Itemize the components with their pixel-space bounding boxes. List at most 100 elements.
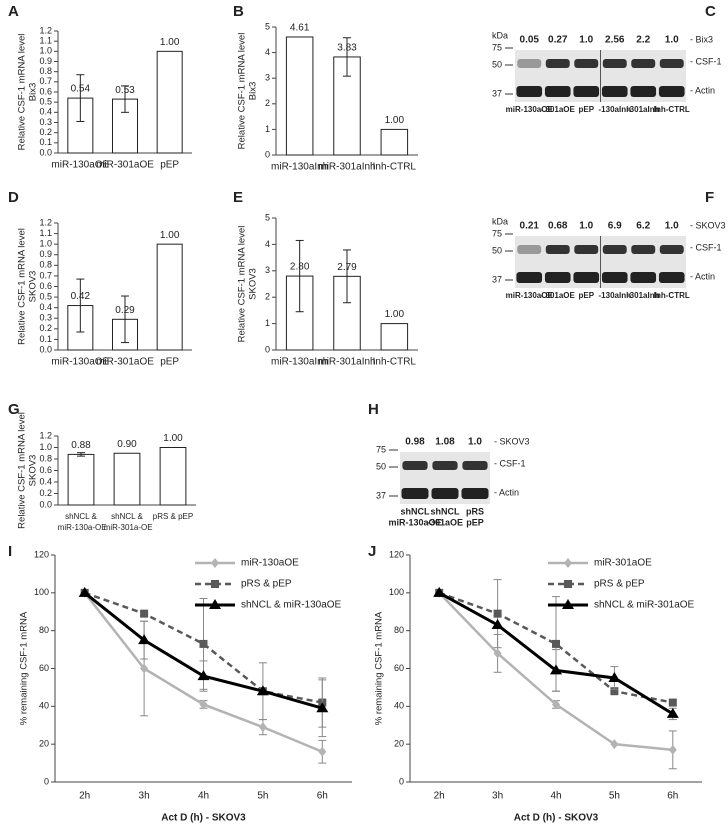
data-point (666, 707, 679, 718)
quant-label: 6.9 (608, 221, 622, 232)
y-tick-label: 40 (394, 701, 404, 711)
y-tick-label: 20 (39, 739, 49, 749)
x-tick-label: miR-130aInh (271, 162, 328, 173)
x-tick-label: miR-301aInh (318, 357, 375, 368)
data-point (668, 698, 677, 707)
y-tick-label: 60 (39, 663, 49, 673)
lane-label: shNCL (401, 506, 431, 516)
marker-label: 50 (492, 59, 502, 69)
y-tick-label: 0.3 (39, 313, 52, 323)
lane-label: pEP (466, 517, 484, 527)
lane-label: miR-130aOE (388, 517, 441, 527)
quant-label: 0.27 (548, 35, 568, 46)
data-point (491, 618, 504, 629)
blot-band (517, 59, 542, 68)
panel-label: E (233, 189, 243, 206)
x-tick-label: miR-130aOE (51, 357, 109, 368)
x-tick-label: shNCL & miR-301a-OE (101, 512, 152, 532)
blot-band (573, 86, 600, 97)
panel-label: G (8, 401, 20, 418)
blot-band (431, 488, 459, 499)
x-tick-label: pEP (160, 160, 179, 171)
lane-label: miR-130aOE (506, 105, 554, 114)
value-label: 1.00 (385, 309, 405, 320)
lane-label: - 301aOE (541, 291, 576, 300)
y-tick-label: 0.3 (39, 117, 52, 127)
x-tick-label: shNCL & miR-130a-OE (55, 512, 106, 532)
lane-label: -301aInh (627, 105, 660, 114)
bar (156, 50, 183, 154)
x-tick-label: 4h (550, 791, 561, 802)
band-label: - CSF-1 (690, 242, 722, 252)
y-tick-label: 60 (394, 663, 404, 673)
data-point (140, 609, 149, 618)
panel-label: D (8, 189, 19, 206)
data-point (78, 586, 91, 597)
blot-band (432, 461, 458, 470)
blot-band (516, 272, 543, 283)
lane-label: -130aInh (599, 291, 632, 300)
value-label: 3.83 (337, 43, 357, 54)
y-tick-label: 0.6 (39, 86, 52, 96)
quant-label: 1.0 (468, 437, 482, 448)
panel-label: C (705, 3, 716, 20)
y-tick-label: 0 (399, 776, 404, 786)
quant-label: 6.2 (636, 221, 650, 232)
lane-label: -130aInh (599, 105, 632, 114)
y-tick-label: 1.0 (39, 442, 52, 452)
lane-label: miR-130aOE (506, 291, 554, 300)
value-label: 0.53 (115, 85, 135, 96)
data-point (668, 744, 677, 755)
y-tick-label: 0 (265, 344, 270, 354)
legend-label: shNCL & miR-130aOE (241, 600, 342, 611)
data-point (433, 586, 446, 597)
lane-label: -301aOE (427, 517, 463, 527)
value-label: 4.61 (290, 23, 310, 34)
quant-label: 2.56 (605, 35, 625, 46)
lane-label: Inh-CTRL (654, 291, 690, 300)
y-tick-label: 0 (265, 149, 270, 159)
data-point (552, 699, 560, 710)
panel-label: A (8, 3, 19, 20)
bar (380, 128, 409, 156)
y-axis-label: SKOV3 (28, 271, 39, 303)
y-tick-label: 0.5 (39, 291, 52, 301)
y-tick-label: 0.7 (39, 270, 52, 280)
quant-label: 1.0 (579, 35, 593, 46)
blot-band (602, 245, 627, 254)
quant-label: 0.21 (520, 221, 540, 232)
y-tick-label: 0.9 (39, 56, 52, 66)
blot-band (630, 272, 657, 283)
y-tick-label: 40 (39, 701, 49, 711)
y-tick-label: 2 (265, 292, 270, 302)
x-tick-label: miR-130aOE (51, 160, 109, 171)
marker-label: 50 (492, 245, 502, 255)
legend-marker (562, 599, 574, 609)
y-tick-label: 0.2 (39, 488, 52, 498)
lane-label: pEP (578, 291, 594, 300)
quant-label: 1.0 (665, 221, 679, 232)
y-tick-label: 0.2 (39, 127, 52, 137)
blot-band (658, 272, 685, 283)
y-tick-label: 1.0 (39, 239, 52, 249)
x-tick-label: Inh-CTRL (373, 162, 417, 173)
y-tick-label: 5 (265, 21, 270, 31)
blot-band (517, 245, 542, 254)
value-label: 0.54 (71, 84, 91, 95)
y-tick-label: 0.6 (39, 281, 52, 291)
y-tick-label: 4 (265, 239, 270, 249)
marker-label: 75 (492, 42, 502, 52)
value-label: 1.00 (385, 115, 405, 126)
data-point (493, 648, 502, 659)
data-point (140, 663, 149, 674)
x-tick-label: pEP (160, 357, 179, 368)
y-tick-label: 1.0 (39, 46, 52, 56)
y-tick-label: 4 (265, 47, 270, 57)
value-label: 0.88 (71, 440, 91, 451)
y-tick-label: 0.8 (39, 260, 52, 270)
band-label: - Actin (690, 85, 715, 95)
marker-label: 50 (376, 461, 386, 471)
quant-label: 0.05 (520, 35, 540, 46)
quant-label: 1.08 (435, 437, 455, 448)
blot-band (516, 86, 543, 97)
